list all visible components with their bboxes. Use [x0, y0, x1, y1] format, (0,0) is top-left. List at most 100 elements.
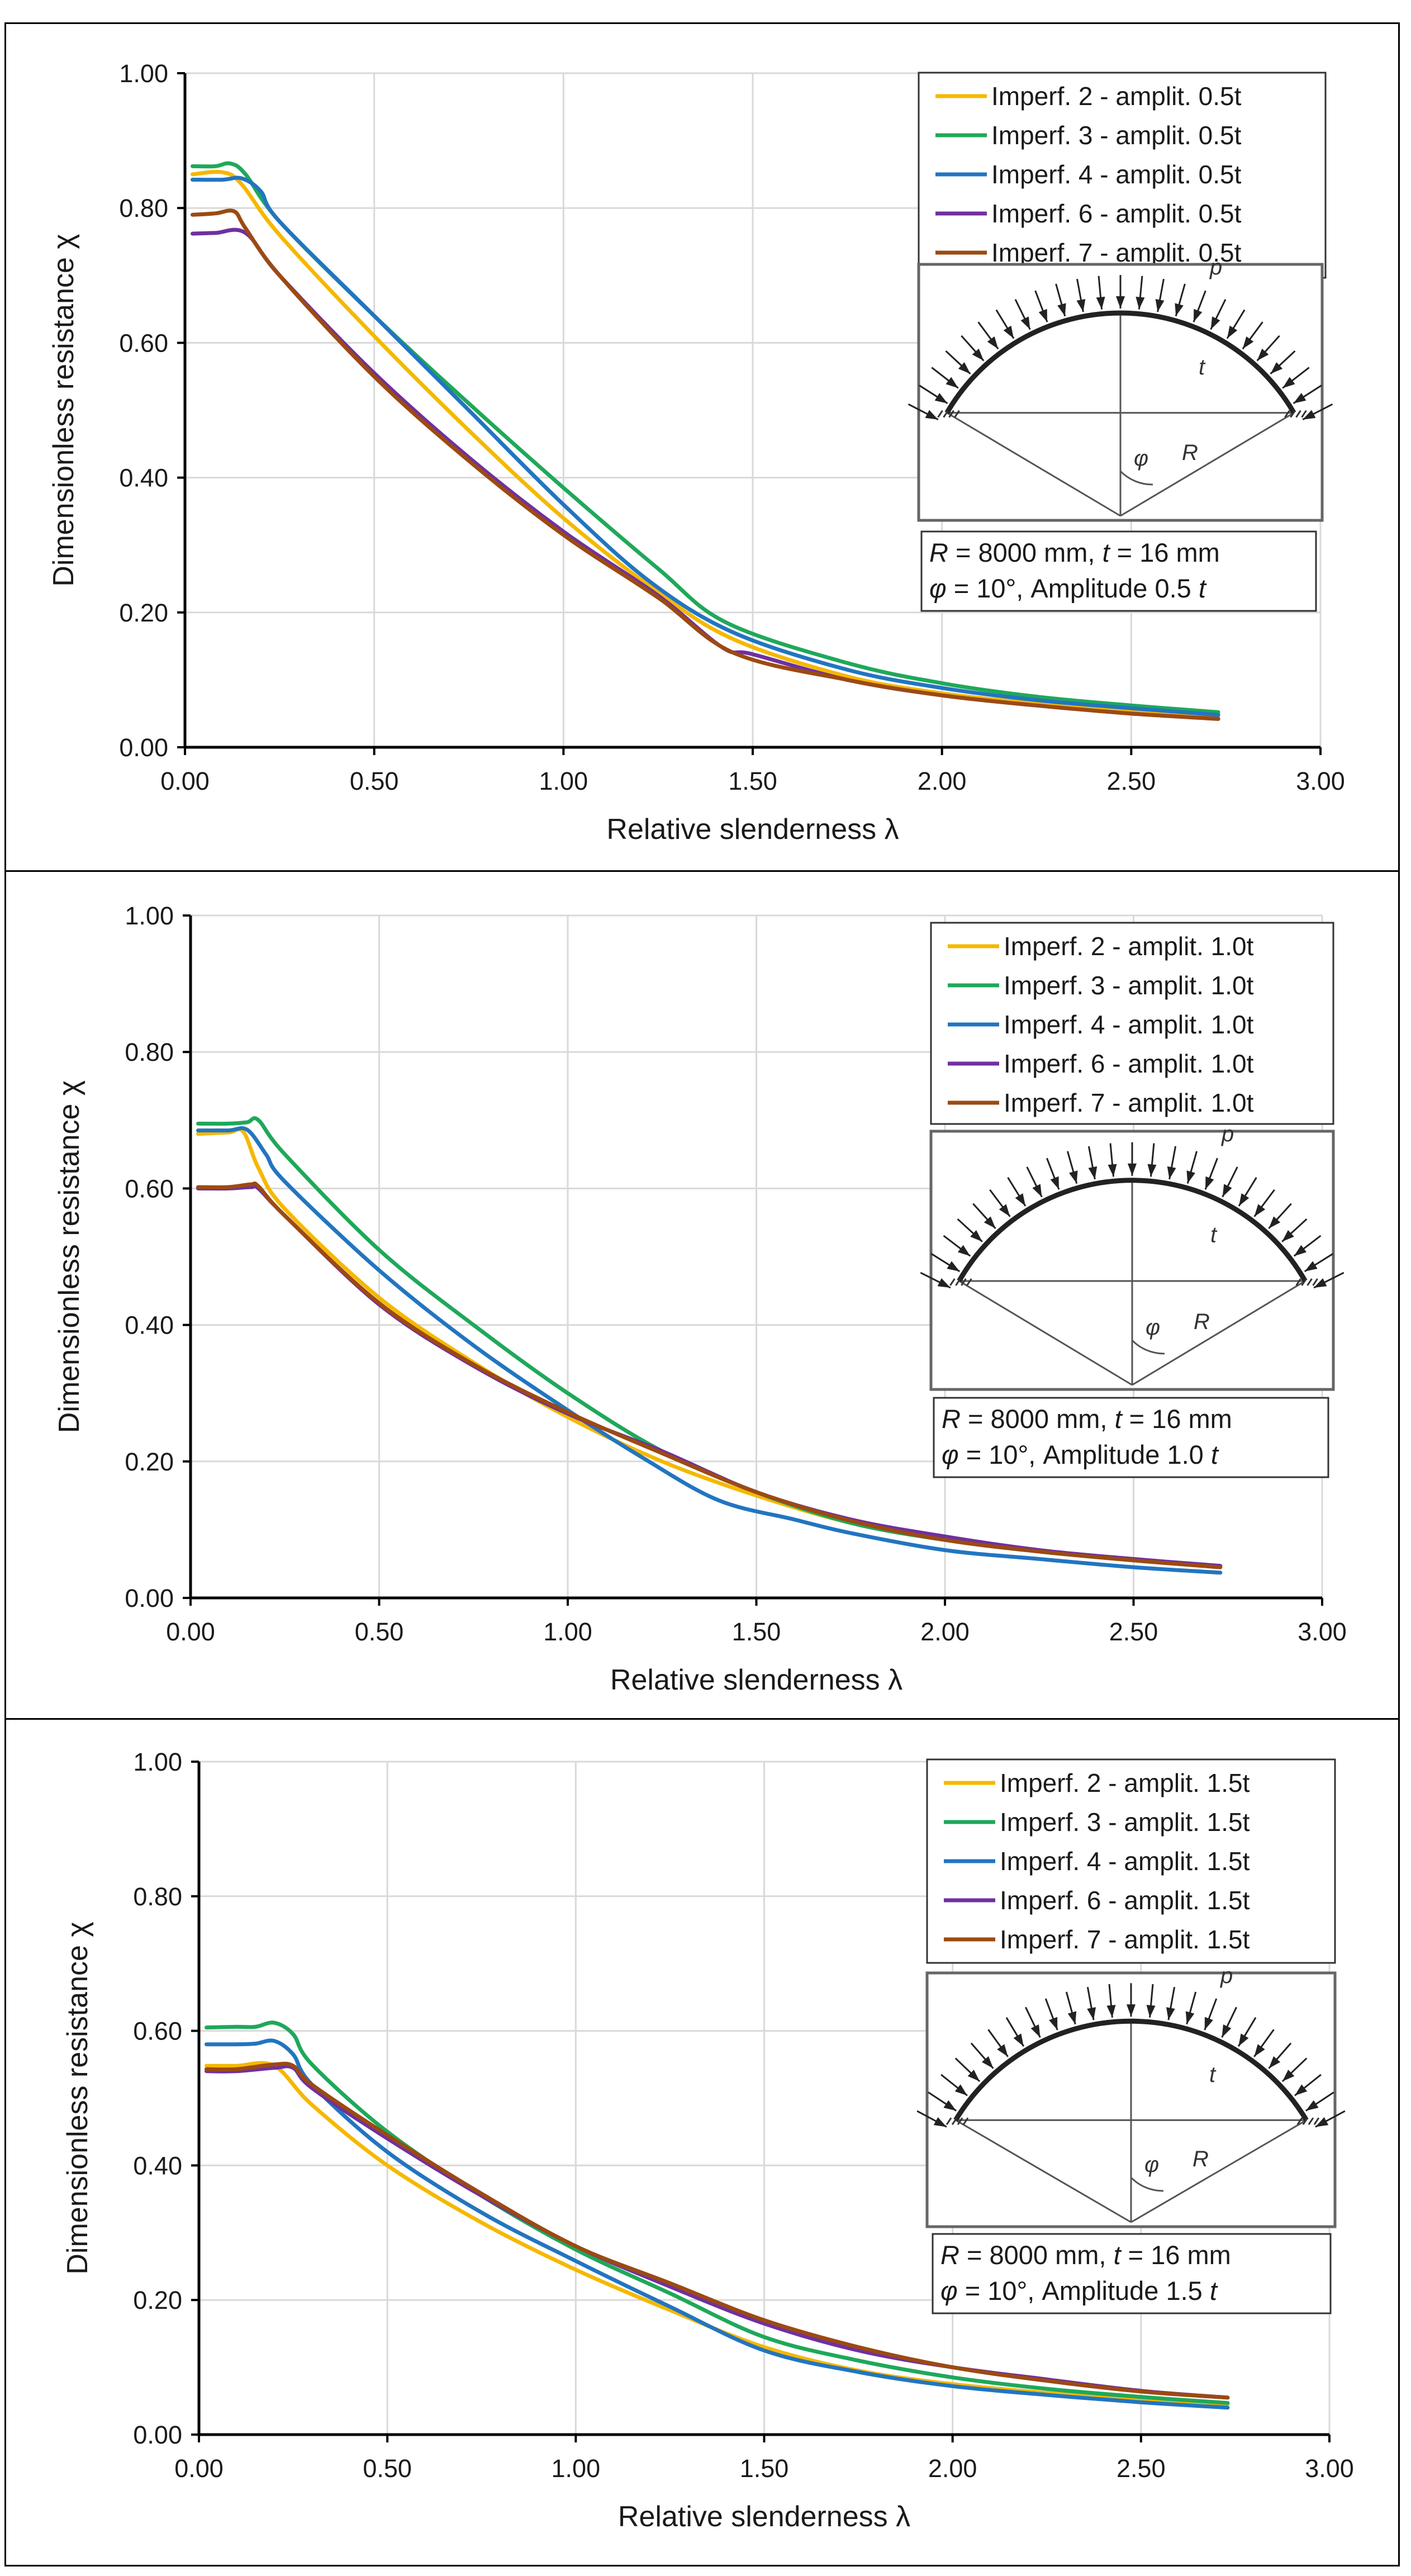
pressure-arrowhead [999, 1204, 1010, 1217]
pressure-arrowhead [1013, 2033, 1024, 2047]
inset-radius-right [1132, 1280, 1306, 1386]
y-tick-label: 0.20 [133, 2286, 182, 2314]
chart-panel-1: 0.00 0.50 1.00 1.50 2.00 2.50 3.00 0.00 0.20 0.40… [4, 22, 1400, 872]
support-hatch [966, 1278, 972, 1286]
series-line [191, 175, 1220, 717]
pressure-arrowhead [1116, 296, 1125, 309]
inset-label-p: p [1221, 1122, 1234, 1146]
note-box [933, 1397, 1329, 1478]
note-r-value: = 8000 mm, [959, 2240, 1114, 2270]
inset-label-t: t [1209, 2062, 1217, 2087]
x-tick-label: 2.50 [1117, 2454, 1166, 2483]
inset-radius-right [1130, 2119, 1307, 2223]
pressure-arrowhead [1193, 309, 1203, 322]
pressure-arrowhead [1155, 299, 1165, 312]
pressure-arrowhead [1303, 410, 1316, 420]
x-tick-label: 1.50 [732, 1617, 781, 1646]
legend-label: Imperf. 7 - amplit. 1.5t [1000, 1925, 1250, 1954]
support-hatch [1295, 410, 1301, 418]
y-tick-label: 1.00 [119, 59, 168, 88]
note-t-symbol: t [1114, 2240, 1122, 2270]
inset-label-r: R [1194, 1310, 1210, 1334]
series-line [205, 2038, 1230, 2410]
note-t-value: = 16 mm [1110, 538, 1220, 567]
support-hatch [1313, 2117, 1320, 2126]
y-tick-label: 1.00 [125, 902, 174, 930]
inset-angle-arc [1119, 470, 1153, 486]
x-tick-label: 0.00 [160, 767, 210, 795]
y-tick-label: 0.20 [119, 599, 168, 627]
note-line-2: φ = 10°, Amplitude 1.0 t [942, 1440, 1219, 1469]
pressure-arrowhead [957, 1245, 971, 1256]
pressure-arrowhead [1222, 2024, 1232, 2038]
support-hatch [1301, 1278, 1307, 1286]
pressure-arrowhead [933, 2117, 947, 2127]
y-tick-label: 0.00 [119, 733, 168, 762]
series-line [191, 170, 1220, 719]
support-hatch [1290, 410, 1296, 418]
note-amplitude-text: = 10°, Amplitude 1.5 [958, 2276, 1210, 2305]
pressure-arrowhead [1222, 1184, 1232, 1197]
pressure-arrowhead [1205, 1176, 1214, 1190]
y-tick-label: 0.40 [119, 464, 168, 492]
pressure-arrowhead [972, 348, 984, 361]
legend-label: Imperf. 6 - amplit. 1.0t [1004, 1049, 1254, 1078]
pressure-arrowhead [958, 362, 971, 374]
x-tick-label: 2.00 [920, 1617, 970, 1646]
inset-label-phi: φ [1144, 2152, 1159, 2177]
support-hatch [948, 410, 954, 418]
x-axis-title-text: Relative slenderness [618, 2501, 896, 2533]
pressure-arrowhead [967, 2070, 980, 2082]
pressure-arrowhead [987, 336, 999, 349]
inset-label-phi: φ [1146, 1315, 1160, 1340]
inset-label-phi: φ [1134, 446, 1148, 471]
support-hatch [1312, 1278, 1318, 1286]
legend-label: Imperf. 4 - amplit. 1.5t [1000, 1847, 1250, 1876]
x-axis-title-text: Relative slenderness [606, 813, 884, 846]
x-tick-label: 3.00 [1305, 2454, 1354, 2483]
support-hatch [962, 2117, 969, 2126]
y-axis-title-symbol: χ [53, 1080, 85, 1095]
series-line [205, 2061, 1230, 2407]
note-r-symbol: R [940, 2240, 959, 2270]
y-tick-label: 0.60 [119, 329, 168, 357]
y-axis-title-text: Dimensionless resistance [61, 1937, 94, 2275]
support-hatch [937, 410, 943, 418]
y-tick-label: 0.60 [125, 1174, 174, 1203]
pressure-arrowhead [1257, 348, 1269, 361]
pressure-arrowhead [1254, 2044, 1265, 2057]
chart-panel-3: 0.00 0.50 1.00 1.50 2.00 2.50 3.00 0.00 0.20 0.40… [4, 1718, 1400, 2566]
pressure-arrowhead [1238, 1193, 1250, 1206]
pressure-arrowhead [1167, 1166, 1176, 1179]
note-t-symbol: t [1115, 1404, 1123, 1434]
series-line [196, 1181, 1223, 1569]
x-tick-label: 2.50 [1109, 1617, 1158, 1646]
inset-radius-left [946, 412, 1121, 517]
y-tick-label: 0.00 [125, 1584, 174, 1612]
inset-angle-arc [1131, 1339, 1165, 1355]
legend-label: Imperf. 3 - amplit. 1.5t [1000, 1808, 1250, 1837]
inset-label-r: R [1193, 2147, 1209, 2171]
pressure-arrowhead [925, 410, 938, 420]
x-tick-label: 1.50 [740, 2454, 789, 2483]
pressure-arrowhead [947, 1261, 960, 1272]
legend-label: Imperf. 2 - amplit. 1.5t [1000, 1768, 1250, 1797]
legend-label: Imperf. 2 - amplit. 1.0t [1004, 932, 1254, 961]
pressure-arrowhead [1106, 2005, 1116, 2018]
x-tick-label: 0.50 [355, 1617, 404, 1646]
pressure-arrowhead [1305, 2100, 1319, 2111]
pressure-arrowhead [1096, 296, 1105, 310]
y-tick-label: 0.20 [125, 1448, 174, 1476]
support-hatch [1302, 2117, 1309, 2126]
x-tick-label: 2.50 [1107, 767, 1156, 795]
inset-label-p: p [1220, 1963, 1233, 1988]
y-axis-title-symbol: χ [61, 1922, 94, 1937]
pressure-arrowhead [1227, 325, 1238, 339]
inset-arch [953, 2018, 1309, 2122]
pressure-arrowhead [1020, 316, 1030, 330]
pressure-arrowhead [1087, 2007, 1096, 2020]
pressure-arrowhead [1076, 299, 1086, 312]
note-line-2: φ = 10°, Amplitude 0.5 t [929, 573, 1207, 603]
x-tick-label: 3.00 [1296, 767, 1345, 795]
pressure-arrowhead [1210, 316, 1220, 330]
